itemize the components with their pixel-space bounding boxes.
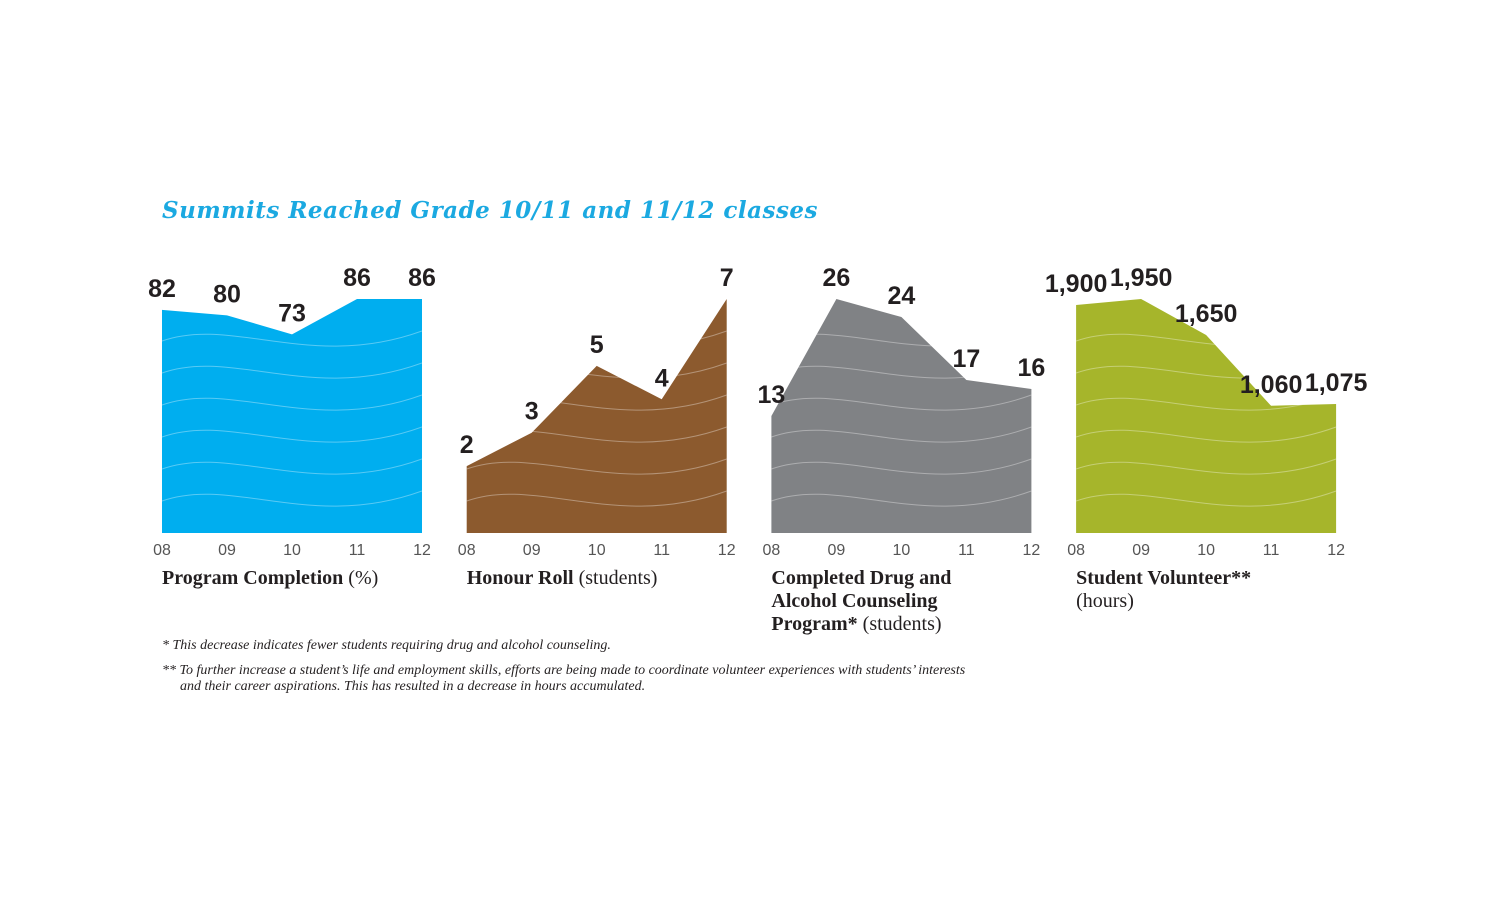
contour	[162, 394, 422, 411]
chart-label: Completed Drug and Alcohol Counseling Pr…	[771, 567, 996, 636]
value-label: 1,950	[1110, 264, 1173, 292]
page-title: Summits Reached Grade 10/11 and 11/12 cl…	[162, 197, 818, 224]
x-tick-label: 11	[653, 542, 670, 559]
x-tick-label: 12	[1327, 542, 1345, 559]
footnote: ** To further increase a student’s life …	[162, 663, 965, 695]
x-tick-label: 08	[153, 542, 171, 559]
value-label: 86	[343, 264, 371, 292]
area-chart: 1,900 08 1,950 09 1,650 10 1,060 11 1,075 12	[1045, 264, 1368, 559]
area-chart: 2 08 3 09 5 10 4 11 7 12	[458, 264, 736, 559]
chart-label-name: Program Completion	[162, 567, 344, 589]
contour	[162, 490, 422, 507]
value-label: 80	[213, 280, 241, 308]
chart-label-name: Completed Drug and Alcohol Counseling Pr…	[771, 567, 952, 635]
chart-label-name: Honour Roll	[466, 567, 574, 589]
contour	[162, 330, 422, 347]
x-tick-label: 09	[218, 542, 236, 559]
contour	[771, 394, 1032, 411]
value-label: 73	[278, 299, 306, 327]
chart-label-name: Student Volunteer**	[1076, 567, 1252, 589]
value-label: 24	[887, 282, 915, 310]
footnote-line: and their career aspirations. This has r…	[180, 679, 646, 694]
x-tick-label: 11	[1263, 542, 1280, 559]
footnote: * This decrease indicates fewer students…	[162, 638, 965, 654]
contour	[1076, 426, 1337, 443]
contour	[162, 362, 422, 379]
x-tick-label: 11	[349, 542, 366, 559]
value-label: 86	[408, 264, 436, 292]
chart-label: Student Volunteer** (hours)	[1076, 567, 1301, 613]
contour	[466, 490, 727, 507]
contour	[1076, 458, 1337, 475]
x-tick-label: 10	[893, 542, 911, 559]
value-label: 16	[1017, 354, 1045, 382]
chart-label-unit: (students)	[578, 567, 658, 589]
x-tick-label: 12	[1023, 542, 1041, 559]
x-tick-label: 10	[283, 542, 301, 559]
value-label: 5	[590, 331, 604, 359]
footnote-line: ** To further increase a student’s life …	[162, 663, 966, 678]
contour	[1076, 490, 1337, 507]
contour	[162, 458, 422, 475]
x-tick-label: 12	[413, 542, 431, 559]
chart-label: Honour Roll (students)	[467, 567, 692, 590]
value-label: 3	[525, 398, 539, 426]
x-tick-label: 08	[763, 542, 781, 559]
contour	[771, 426, 1032, 443]
value-label: 17	[952, 345, 980, 373]
chart-label: Program Completion (%)	[162, 567, 387, 590]
area	[162, 299, 422, 533]
chart-label-unit: (hours)	[1076, 590, 1134, 612]
value-label: 26	[822, 264, 850, 292]
area	[466, 299, 727, 533]
x-tick-label: 08	[458, 542, 476, 559]
footnote-line: * This decrease indicates fewer students…	[162, 638, 611, 653]
x-tick-label: 09	[828, 542, 846, 559]
value-label: 1,900	[1045, 270, 1108, 298]
x-tick-label: 12	[718, 542, 736, 559]
contour	[162, 426, 422, 443]
x-tick-label: 11	[958, 542, 975, 559]
contour	[1076, 394, 1337, 411]
value-label: 4	[655, 364, 669, 392]
area	[771, 299, 1032, 533]
x-tick-label: 09	[523, 542, 541, 559]
chart-label-unit: (%)	[348, 567, 379, 589]
area-chart: 82 08 80 09 73 10 86 11 86 12	[148, 264, 436, 559]
contour	[771, 490, 1032, 507]
value-label: 1,075	[1305, 369, 1368, 397]
x-tick-label: 08	[1067, 542, 1085, 559]
value-label: 13	[757, 381, 785, 409]
x-tick-label: 10	[588, 542, 606, 559]
area	[1076, 299, 1337, 533]
x-tick-label: 09	[1132, 542, 1150, 559]
value-label: 1,650	[1175, 300, 1238, 328]
value-label: 2	[460, 431, 474, 459]
footnotes: * This decrease indicates fewer students…	[162, 638, 965, 704]
area-chart: 13 08 26 09 24 10 17 11 16 12	[757, 264, 1045, 559]
contour	[466, 458, 727, 475]
chart-label-unit: (students)	[862, 613, 942, 635]
value-label: 82	[148, 275, 176, 303]
value-label: 7	[720, 264, 734, 292]
x-tick-label: 10	[1197, 542, 1215, 559]
value-label: 1,060	[1240, 371, 1303, 399]
contour	[771, 458, 1032, 475]
